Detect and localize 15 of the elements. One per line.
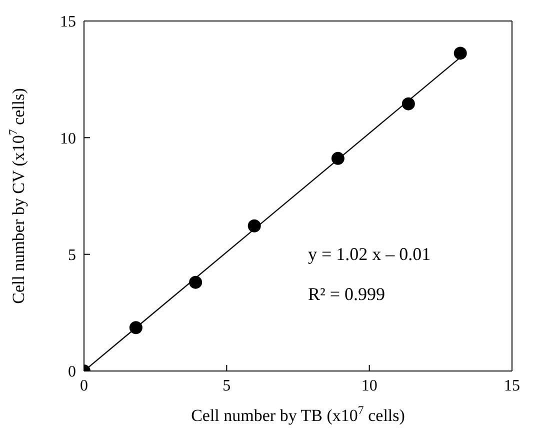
- x-tick-label: 15: [504, 377, 520, 394]
- point: [248, 219, 261, 232]
- y-tick-label: 0: [68, 364, 76, 381]
- y-tick-label: 5: [68, 247, 76, 264]
- x-tick-label: 0: [80, 377, 88, 394]
- x-tick-label: 10: [361, 377, 378, 394]
- y-tick-label: 15: [60, 14, 76, 31]
- x-tick-label: 5: [222, 377, 231, 394]
- point: [189, 276, 202, 289]
- annotation: y = 1.02 x – 0.01: [308, 244, 431, 265]
- point: [129, 321, 142, 334]
- y-tick-label: 10: [60, 130, 76, 148]
- x-axis-title: Cell number by TB (x10$^{7}$ cells): [191, 403, 405, 425]
- annotation: R² = 0.999: [308, 284, 386, 305]
- point: [454, 46, 467, 60]
